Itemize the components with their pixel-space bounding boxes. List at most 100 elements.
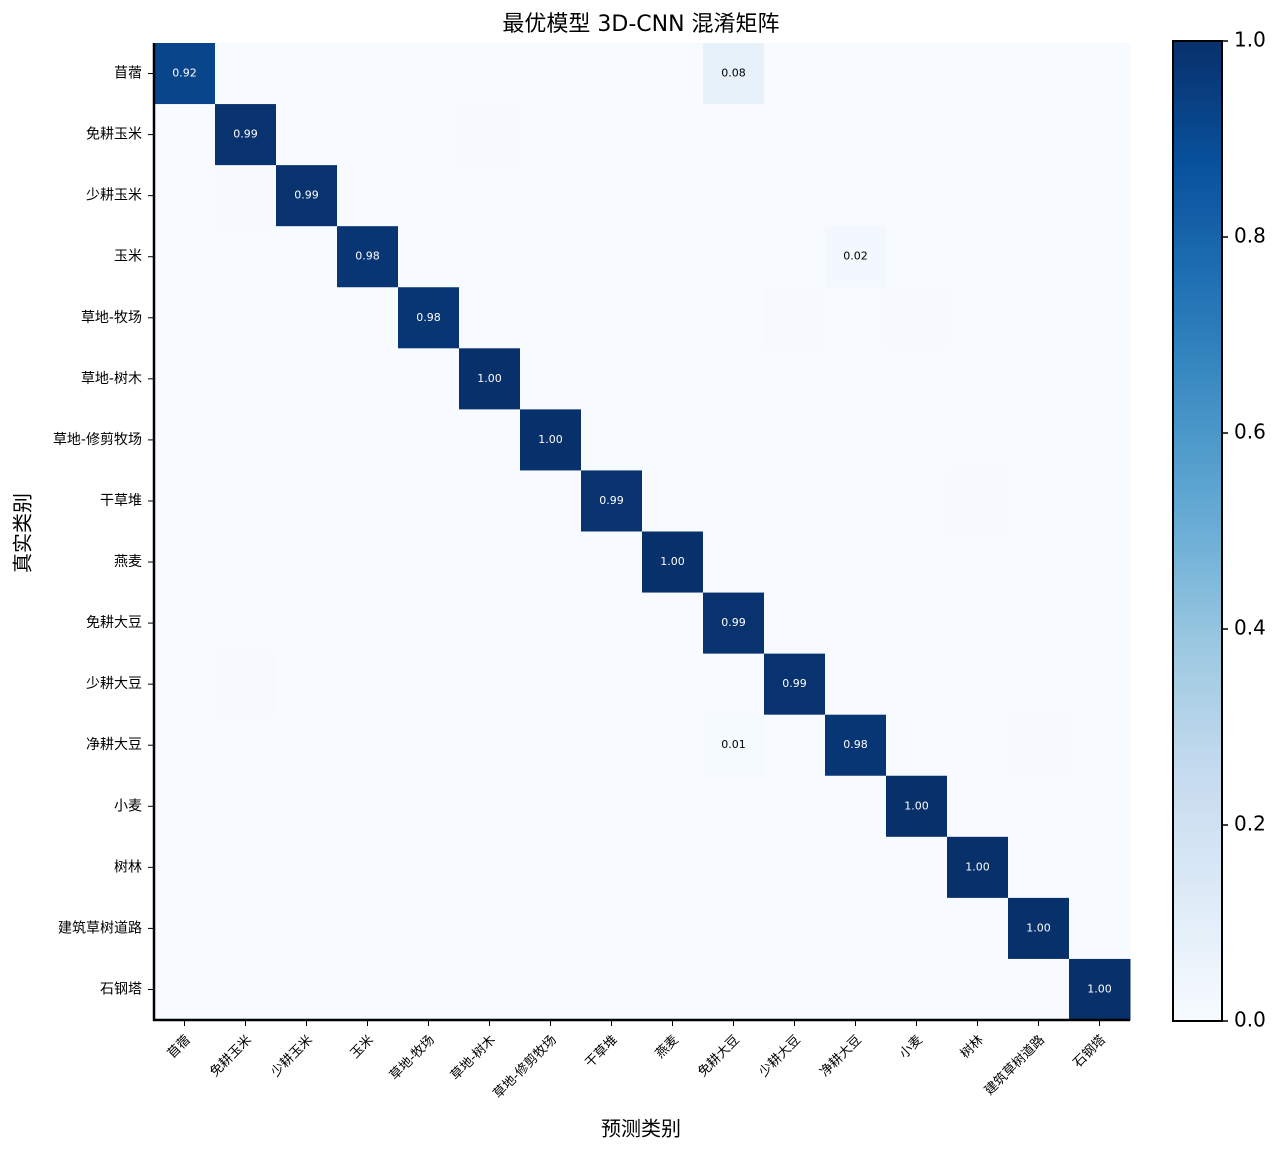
heatmap-cell	[825, 714, 887, 777]
heatmap-cell	[520, 958, 582, 1021]
heatmap-cell	[703, 531, 765, 594]
heatmap-cell	[398, 897, 460, 960]
heatmap-cell	[520, 897, 582, 960]
heatmap-cell	[703, 958, 765, 1021]
heatmap-cell	[276, 592, 338, 655]
cell-label: 1.00	[1026, 921, 1051, 934]
cell-label: 0.92	[172, 67, 197, 80]
heatmap-cell	[825, 470, 887, 532]
y-tick-label: 少耕玉米	[86, 187, 142, 204]
heatmap-cell	[581, 409, 643, 471]
heatmap-cell	[337, 897, 399, 960]
heatmap-cell	[581, 43, 643, 105]
heatmap-cell	[215, 897, 277, 960]
y-tick-label: 干草堆	[100, 493, 142, 509]
cell-label: 1.00	[904, 799, 929, 812]
heatmap-cell	[947, 409, 1009, 471]
heatmap-cell	[398, 226, 460, 288]
heatmap-cell	[1008, 653, 1070, 716]
colorbar-tick-label: 0.4	[1234, 616, 1266, 640]
heatmap-cell	[703, 592, 765, 655]
heatmap-cell	[947, 348, 1009, 410]
heatmap-cell	[520, 409, 582, 471]
heatmap-cell	[581, 653, 643, 716]
y-tick-label: 草地-牧场	[81, 310, 142, 326]
heatmap-cell	[215, 165, 277, 227]
x-axis-label: 预测类别	[601, 1117, 681, 1141]
cell-label: 0.99	[294, 189, 319, 202]
heatmap-cell	[947, 470, 1009, 532]
heatmap-cell	[459, 287, 521, 349]
cell-label: 0.98	[355, 250, 380, 263]
cell-label: 0.08	[721, 67, 746, 80]
heatmap-cell	[886, 165, 948, 227]
heatmap-cell	[337, 653, 399, 716]
heatmap-cell	[825, 775, 887, 838]
heatmap-cell	[947, 43, 1009, 105]
heatmap-cell	[276, 104, 338, 166]
heatmap-cell	[947, 592, 1009, 655]
heatmap-cell	[154, 409, 216, 471]
heatmap-cell	[947, 165, 1009, 227]
y-tick-label: 石钢塔	[100, 981, 142, 997]
heatmap-cell	[215, 43, 277, 105]
heatmap-cell	[398, 348, 460, 410]
heatmap-cell	[520, 348, 582, 410]
heatmap-cell	[1008, 104, 1070, 166]
heatmap-cell	[1008, 348, 1070, 410]
heatmap-cell	[276, 836, 338, 899]
heatmap-cell	[154, 104, 216, 166]
heatmap-cell	[703, 775, 765, 838]
heatmap-cell	[825, 287, 887, 349]
heatmap-cell	[215, 714, 277, 777]
heatmap-cell	[642, 653, 704, 716]
cell-label: 1.00	[538, 433, 563, 446]
heatmap-cell	[764, 714, 826, 777]
heatmap-cell	[154, 287, 216, 349]
heatmap-cell	[642, 958, 704, 1021]
heatmap-cell	[337, 531, 399, 594]
heatmap-cell	[581, 226, 643, 288]
heatmap-cell	[154, 775, 216, 838]
heatmap-cell	[1008, 226, 1070, 288]
heatmap-cell	[276, 165, 338, 227]
heatmap-cell	[703, 104, 765, 166]
heatmap-cell	[642, 43, 704, 105]
y-tick-label: 净耕大豆	[86, 736, 142, 753]
heatmap-cell	[398, 592, 460, 655]
heatmap-cell	[703, 836, 765, 899]
heatmap-cell	[947, 531, 1009, 594]
heatmap-cell	[520, 653, 582, 716]
heatmap-cell	[520, 836, 582, 899]
heatmap-cell	[1069, 104, 1131, 166]
heatmap-cell	[1069, 165, 1131, 227]
colorbar-tick-label: 0.8	[1234, 224, 1266, 248]
x-tick-label: 小麦	[897, 1033, 926, 1062]
heatmap-cell	[1069, 897, 1131, 960]
heatmap-cell	[886, 836, 948, 899]
heatmap-cell	[764, 165, 826, 227]
heatmap-cell	[581, 714, 643, 777]
heatmap-cell	[764, 958, 826, 1021]
heatmap-cell	[337, 836, 399, 899]
heatmap-cell	[886, 409, 948, 471]
heatmap-cell	[886, 775, 948, 838]
heatmap-cell	[581, 470, 643, 532]
heatmap-cell	[276, 409, 338, 471]
heatmap-cell	[642, 226, 704, 288]
heatmap-cell	[337, 592, 399, 655]
heatmap-cell	[764, 653, 826, 716]
heatmap-cell	[1069, 836, 1131, 899]
colorbar-tick-label: 0.0	[1234, 1008, 1266, 1032]
x-tick-label: 石钢塔	[1071, 1033, 1109, 1071]
heatmap-cell	[1069, 287, 1131, 349]
x-tick-label: 少耕大豆	[756, 1032, 804, 1080]
heatmap-cell	[154, 43, 216, 105]
heatmap-cell	[764, 470, 826, 532]
heatmap-cell	[642, 897, 704, 960]
heatmap-cell	[398, 714, 460, 777]
heatmap-cell	[886, 958, 948, 1021]
heatmap-cell	[764, 592, 826, 655]
heatmap-cell	[581, 531, 643, 594]
heatmap-cell	[825, 348, 887, 410]
